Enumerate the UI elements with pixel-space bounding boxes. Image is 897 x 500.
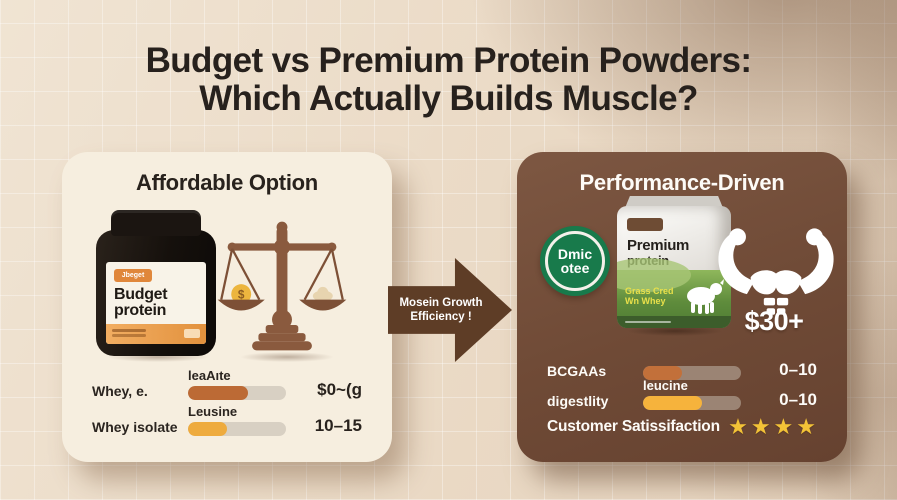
badge-line-1: Dmic <box>557 246 593 262</box>
bar-track <box>643 396 741 410</box>
quality-badge: Dmic otee <box>540 226 610 296</box>
pouch-subtitle: Grass Cred Wn Whey <box>625 286 674 306</box>
bar-track <box>188 422 286 436</box>
bar-track <box>188 386 286 400</box>
jar-product-name: Budget protein <box>114 286 168 319</box>
stat-value: 0–10 <box>779 390 817 409</box>
cow-icon <box>687 279 724 314</box>
badge-line-2: otee <box>560 260 590 276</box>
pouch-bottom-strip <box>617 316 731 328</box>
budget-card-heading: Affordable Option <box>136 170 318 195</box>
stat-value: $0~(g <box>317 380 362 399</box>
jar-lid <box>111 210 201 236</box>
page-title: Budget vs Premium Protein Powders: Which… <box>0 42 897 118</box>
arrow-label: Mosein Growth Efficiency ! <box>394 296 488 324</box>
pouch-body: Premium protein Grass Cred Wn Whey <box>617 206 731 328</box>
pouch-brand-badge <box>627 218 663 231</box>
stat-label: BCGAAs <box>547 363 607 379</box>
stat-label: Whey, e. <box>92 383 148 399</box>
jar-label: Jbeget Budget protein <box>106 262 206 344</box>
muscle-flex-icon <box>718 228 834 315</box>
jar-name-line-2: protein <box>114 302 167 319</box>
pouch-subtitle-line-1: Grass Cred <box>625 286 674 296</box>
bar-label: leaAıte <box>188 368 231 383</box>
bar-fill <box>188 422 228 436</box>
pouch-crimp-seal <box>625 196 723 208</box>
budget-card: Affordable Option Jbeget Budget protein <box>62 152 392 462</box>
premium-card-heading: Performance-Driven <box>579 170 785 195</box>
premium-pouch-illustration: Premium protein Grass Cred Wn Whey <box>617 196 731 328</box>
title-line-2: Which Actually Builds Muscle? <box>199 79 698 118</box>
premium-card: Performance-Driven Dmic otee Premium pro… <box>517 152 847 462</box>
stat-value: 0–10 <box>779 360 817 379</box>
stat-row-digestibility: digestlity leucine 0–10 <box>547 374 817 410</box>
scale-shadow <box>222 350 352 364</box>
stat-row-price: Whey, e. leaAıte $0~(g <box>92 364 362 400</box>
price-label: $30+ <box>744 306 804 336</box>
bar-fill <box>643 396 702 410</box>
arrow-label-line-1: Mosein Growth <box>399 297 483 309</box>
arrow-label-line-2: Efficiency ! <box>410 311 472 323</box>
balance-scale-icon: $ <box>217 221 347 351</box>
pouch-name-line-1: Premium <box>627 237 690 254</box>
star-rating: ★★★★ <box>728 414 819 439</box>
jar-brand-badge: Jbeget <box>114 269 152 282</box>
bar-label: Leusine <box>188 404 238 419</box>
stat-row-whey-isolate: Whey isolate Leusine 10–15 <box>92 400 362 436</box>
pouch-subtitle-line-2: Wn Whey <box>625 296 666 306</box>
customer-satisfaction-row: Customer Satissifaction ★★★★ <box>547 412 819 442</box>
title-line-1: Budget vs Premium Protein Powders: <box>145 41 752 80</box>
satisfaction-label: Customer Satissifaction <box>547 418 720 435</box>
pouch-pasture-art: Grass Cred Wn Whey <box>617 258 731 328</box>
coin-icon <box>231 284 252 305</box>
budget-jar-illustration: Jbeget Budget protein <box>96 210 216 360</box>
quality-badge-text: Dmic otee <box>545 231 605 291</box>
bar-fill <box>188 386 248 400</box>
bar-area: leaAıte <box>188 369 286 400</box>
jar-name-line-1: Budget <box>114 286 168 303</box>
stat-label: Whey isolate <box>92 419 178 435</box>
bar-area: leucine <box>643 379 741 410</box>
bar-track <box>643 366 741 380</box>
jar-orange-band <box>106 324 206 344</box>
bar-area <box>643 363 741 380</box>
stat-row-bcaas: BCGAAs 0–10 <box>547 344 817 380</box>
bar-fill <box>643 366 683 380</box>
stat-value: 10–15 <box>314 416 362 435</box>
coin-dollar-symbol: $ <box>238 289 245 302</box>
bar-label: leucine <box>643 378 688 393</box>
bar-area: Leusine <box>188 405 286 436</box>
stat-label: digestlity <box>547 393 609 409</box>
